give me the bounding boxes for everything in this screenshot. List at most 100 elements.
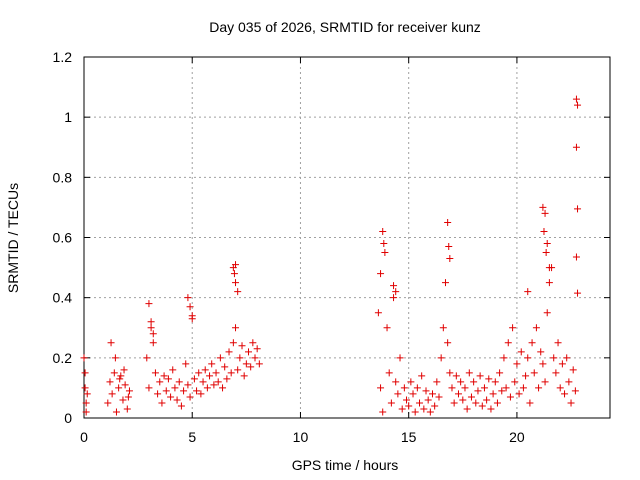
data-point xyxy=(476,372,484,380)
data-point xyxy=(245,348,253,356)
data-point xyxy=(541,209,549,217)
data-point xyxy=(173,396,181,404)
data-point xyxy=(149,339,157,347)
data-point xyxy=(459,396,467,404)
y-tick-label: 1 xyxy=(64,109,72,125)
data-point xyxy=(426,408,434,416)
data-point xyxy=(513,360,521,368)
data-point xyxy=(227,369,235,377)
data-point xyxy=(485,375,493,383)
data-point xyxy=(526,399,534,407)
data-point xyxy=(81,369,89,377)
data-point xyxy=(450,399,458,407)
data-point xyxy=(517,348,525,356)
data-point xyxy=(563,354,571,362)
data-point xyxy=(524,288,532,296)
data-point xyxy=(104,399,112,407)
data-point xyxy=(115,384,123,392)
data-point xyxy=(574,205,582,213)
data-point xyxy=(247,363,255,371)
data-point xyxy=(433,378,441,386)
data-point xyxy=(236,354,244,362)
data-point xyxy=(545,264,553,272)
data-point xyxy=(545,279,553,287)
data-point xyxy=(212,369,220,377)
data-point xyxy=(381,249,389,257)
data-point xyxy=(238,342,246,350)
data-point xyxy=(572,143,580,151)
data-point xyxy=(411,408,419,416)
data-point xyxy=(149,330,157,338)
y-tick-label: 0.6 xyxy=(53,230,73,246)
plot-frame xyxy=(83,56,611,419)
data-point xyxy=(111,354,119,362)
data-point xyxy=(567,399,575,407)
data-point xyxy=(223,375,231,383)
x-tick-label: 10 xyxy=(293,429,309,445)
data-point xyxy=(167,393,175,401)
data-point xyxy=(193,387,201,395)
data-point xyxy=(206,372,214,380)
data-point xyxy=(188,315,196,323)
data-point xyxy=(474,387,482,395)
data-point xyxy=(232,261,240,269)
data-point xyxy=(225,348,233,356)
x-tick-label: 15 xyxy=(401,429,417,445)
data-point xyxy=(491,378,499,386)
data-point xyxy=(184,294,192,302)
data-point xyxy=(448,384,456,392)
data-point xyxy=(123,405,131,413)
data-point xyxy=(175,378,183,386)
data-point xyxy=(532,324,540,332)
data-point xyxy=(210,381,218,389)
data-point xyxy=(565,378,573,386)
data-point xyxy=(540,227,548,235)
data-point xyxy=(154,390,162,398)
data-point xyxy=(398,405,406,413)
data-point xyxy=(542,249,550,257)
data-point xyxy=(454,390,462,398)
data-point xyxy=(190,375,198,383)
data-point xyxy=(81,384,89,392)
data-point xyxy=(255,360,263,368)
data-point xyxy=(493,399,501,407)
data-point xyxy=(403,396,411,404)
data-point xyxy=(197,390,205,398)
data-point xyxy=(234,288,242,296)
data-point xyxy=(216,354,224,362)
data-point xyxy=(380,240,388,248)
data-point xyxy=(478,402,486,410)
data-point xyxy=(556,384,564,392)
y-tick-label: 0.4 xyxy=(53,290,73,306)
data-point xyxy=(441,279,449,287)
data-point xyxy=(407,378,415,386)
data-point xyxy=(416,399,424,407)
data-point xyxy=(446,369,454,377)
data-point xyxy=(496,369,504,377)
data-point xyxy=(208,360,216,368)
data-point xyxy=(571,387,579,395)
data-point xyxy=(164,375,172,383)
data-point xyxy=(147,318,155,326)
data-point xyxy=(253,345,261,353)
data-point xyxy=(117,372,125,380)
axis-ticks: 0 0.2 0.4 0.6 0.8 1 1.2 0 5 10 15 20 xyxy=(53,49,610,445)
data-point xyxy=(422,387,430,395)
data-point xyxy=(418,372,426,380)
data-point xyxy=(396,354,404,362)
data-point xyxy=(480,384,488,392)
data-point xyxy=(232,279,240,287)
data-points xyxy=(80,95,582,416)
data-point xyxy=(214,378,222,386)
data-point xyxy=(552,369,560,377)
data-point xyxy=(452,372,460,380)
data-point xyxy=(234,366,242,374)
data-point xyxy=(537,348,545,356)
data-point xyxy=(400,384,408,392)
data-point xyxy=(125,387,133,395)
data-point xyxy=(524,354,532,362)
data-point xyxy=(394,390,402,398)
data-point xyxy=(387,399,395,407)
data-point xyxy=(147,324,155,332)
data-point xyxy=(569,366,577,374)
